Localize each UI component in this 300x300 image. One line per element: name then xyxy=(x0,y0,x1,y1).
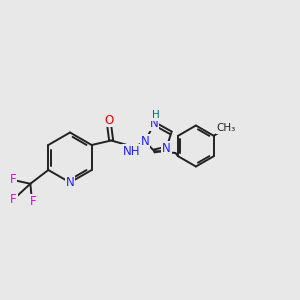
Text: O: O xyxy=(104,113,114,127)
Text: F: F xyxy=(10,173,16,186)
Text: N: N xyxy=(66,176,74,189)
Text: F: F xyxy=(29,195,36,208)
Text: N: N xyxy=(150,117,158,130)
Text: N: N xyxy=(162,142,171,155)
Text: NH: NH xyxy=(122,145,140,158)
Text: N: N xyxy=(141,135,149,148)
Text: CH₃: CH₃ xyxy=(217,123,236,134)
Text: H: H xyxy=(152,110,160,121)
Text: F: F xyxy=(10,193,17,206)
